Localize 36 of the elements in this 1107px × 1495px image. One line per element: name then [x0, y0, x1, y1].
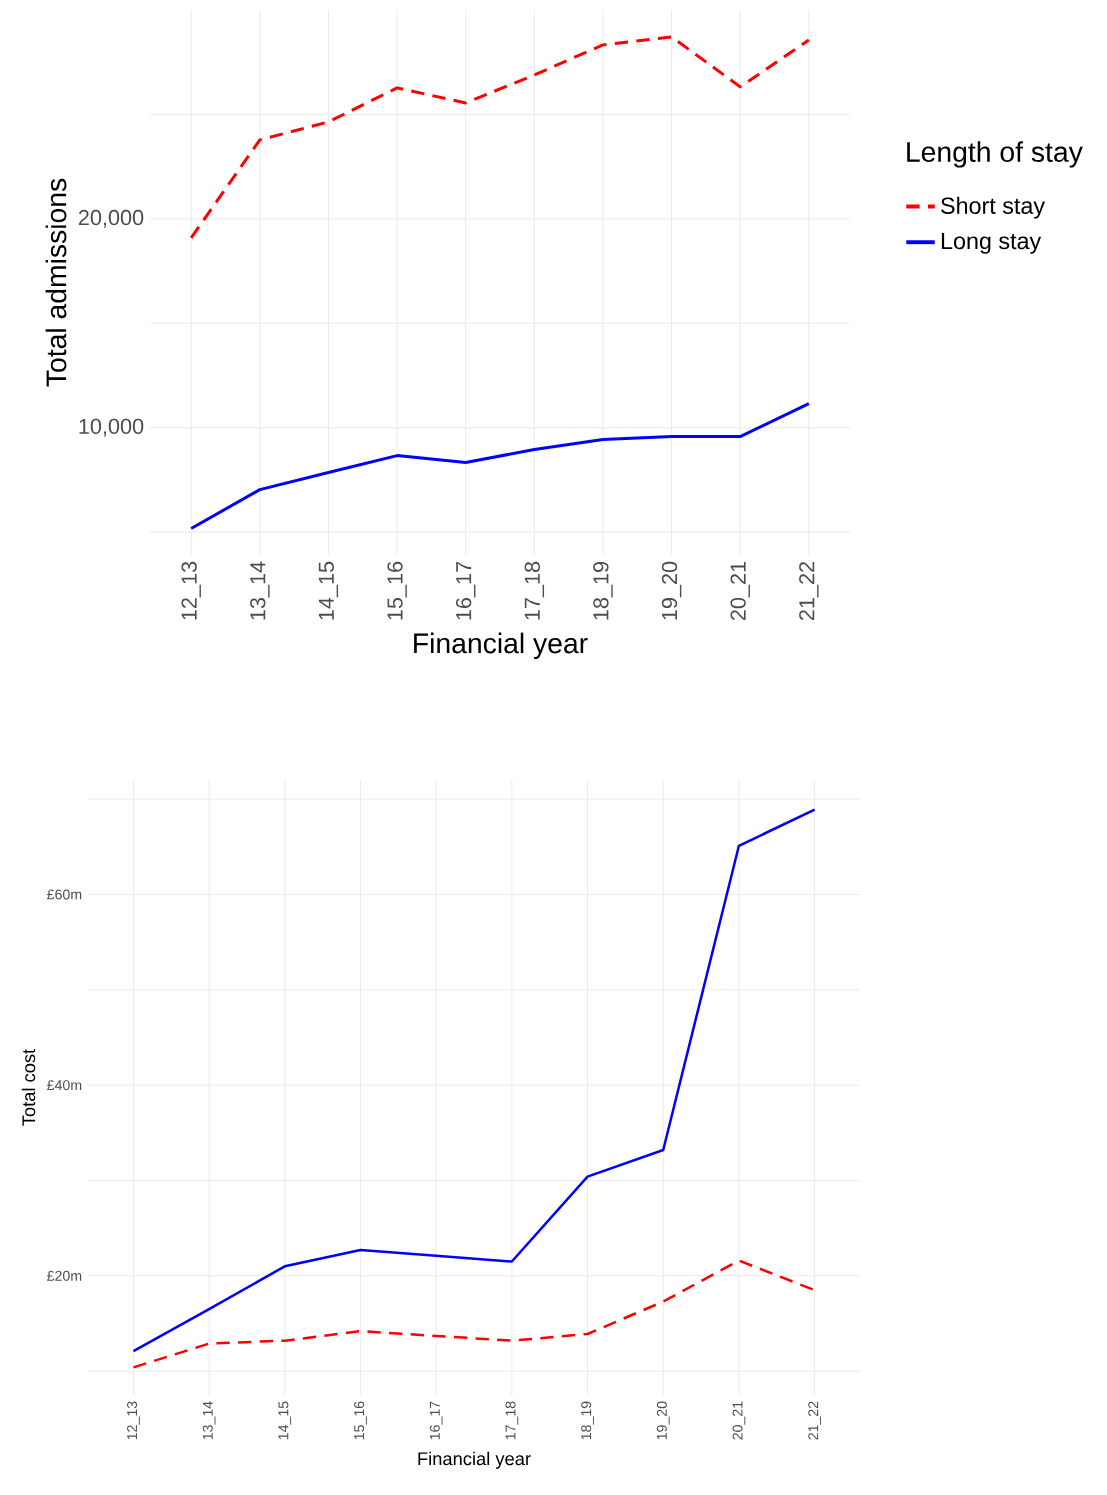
line-series: [132, 1259, 816, 1369]
x-tick-label: 19_20: [661, 561, 682, 620]
x-tick-label: 12_13: [181, 561, 201, 620]
x-tick-label: 16_17: [455, 562, 476, 620]
x-tick-label: 12_13: [127, 1401, 140, 1440]
legend-title: Length of stay: [907, 141, 1083, 168]
x-tick-label: 15_16: [354, 1401, 367, 1440]
x-tick-label: 21_22: [799, 562, 819, 621]
x-tick-label: 20_21: [730, 561, 750, 621]
y-axis-title: Total cost: [21, 1048, 36, 1126]
legend-label: Long stay: [941, 232, 1042, 254]
y-tick-label: 20,000: [78, 209, 144, 228]
y-tick-label: £60m: [47, 889, 82, 900]
x-tick-label: 18_19: [593, 561, 613, 620]
y-tick-label: 10,000: [79, 418, 144, 437]
y-axis-title: Total admissions: [45, 178, 67, 387]
x-tick-label: 16_17: [429, 1401, 443, 1440]
x-tick-label: 13_14: [250, 561, 270, 620]
y-tick-label: £20m: [47, 1270, 82, 1281]
x-tick-label: 17_18: [505, 1401, 519, 1440]
line-series: [189, 402, 811, 530]
x-axis-title: Financial year: [414, 632, 588, 659]
x-tick-label: 19_20: [656, 1401, 670, 1440]
x-tick-label: 21_22: [808, 1401, 821, 1440]
line-series: [189, 35, 811, 240]
x-tick-label: 20_21: [732, 1401, 746, 1440]
x-tick-label: 18_19: [581, 1401, 594, 1440]
x-axis-title: Financial year: [418, 1451, 531, 1469]
x-tick-label: 13_14: [202, 1401, 216, 1440]
x-tick-label: 14_15: [278, 1401, 292, 1440]
x-tick-label: 17_18: [524, 561, 545, 620]
legend-label: Short stay: [941, 196, 1046, 219]
line-series: [132, 808, 816, 1353]
x-tick-label: 15_16: [387, 561, 407, 620]
x-tick-label: 14_15: [318, 561, 339, 620]
y-tick-label: £40m: [47, 1080, 82, 1091]
